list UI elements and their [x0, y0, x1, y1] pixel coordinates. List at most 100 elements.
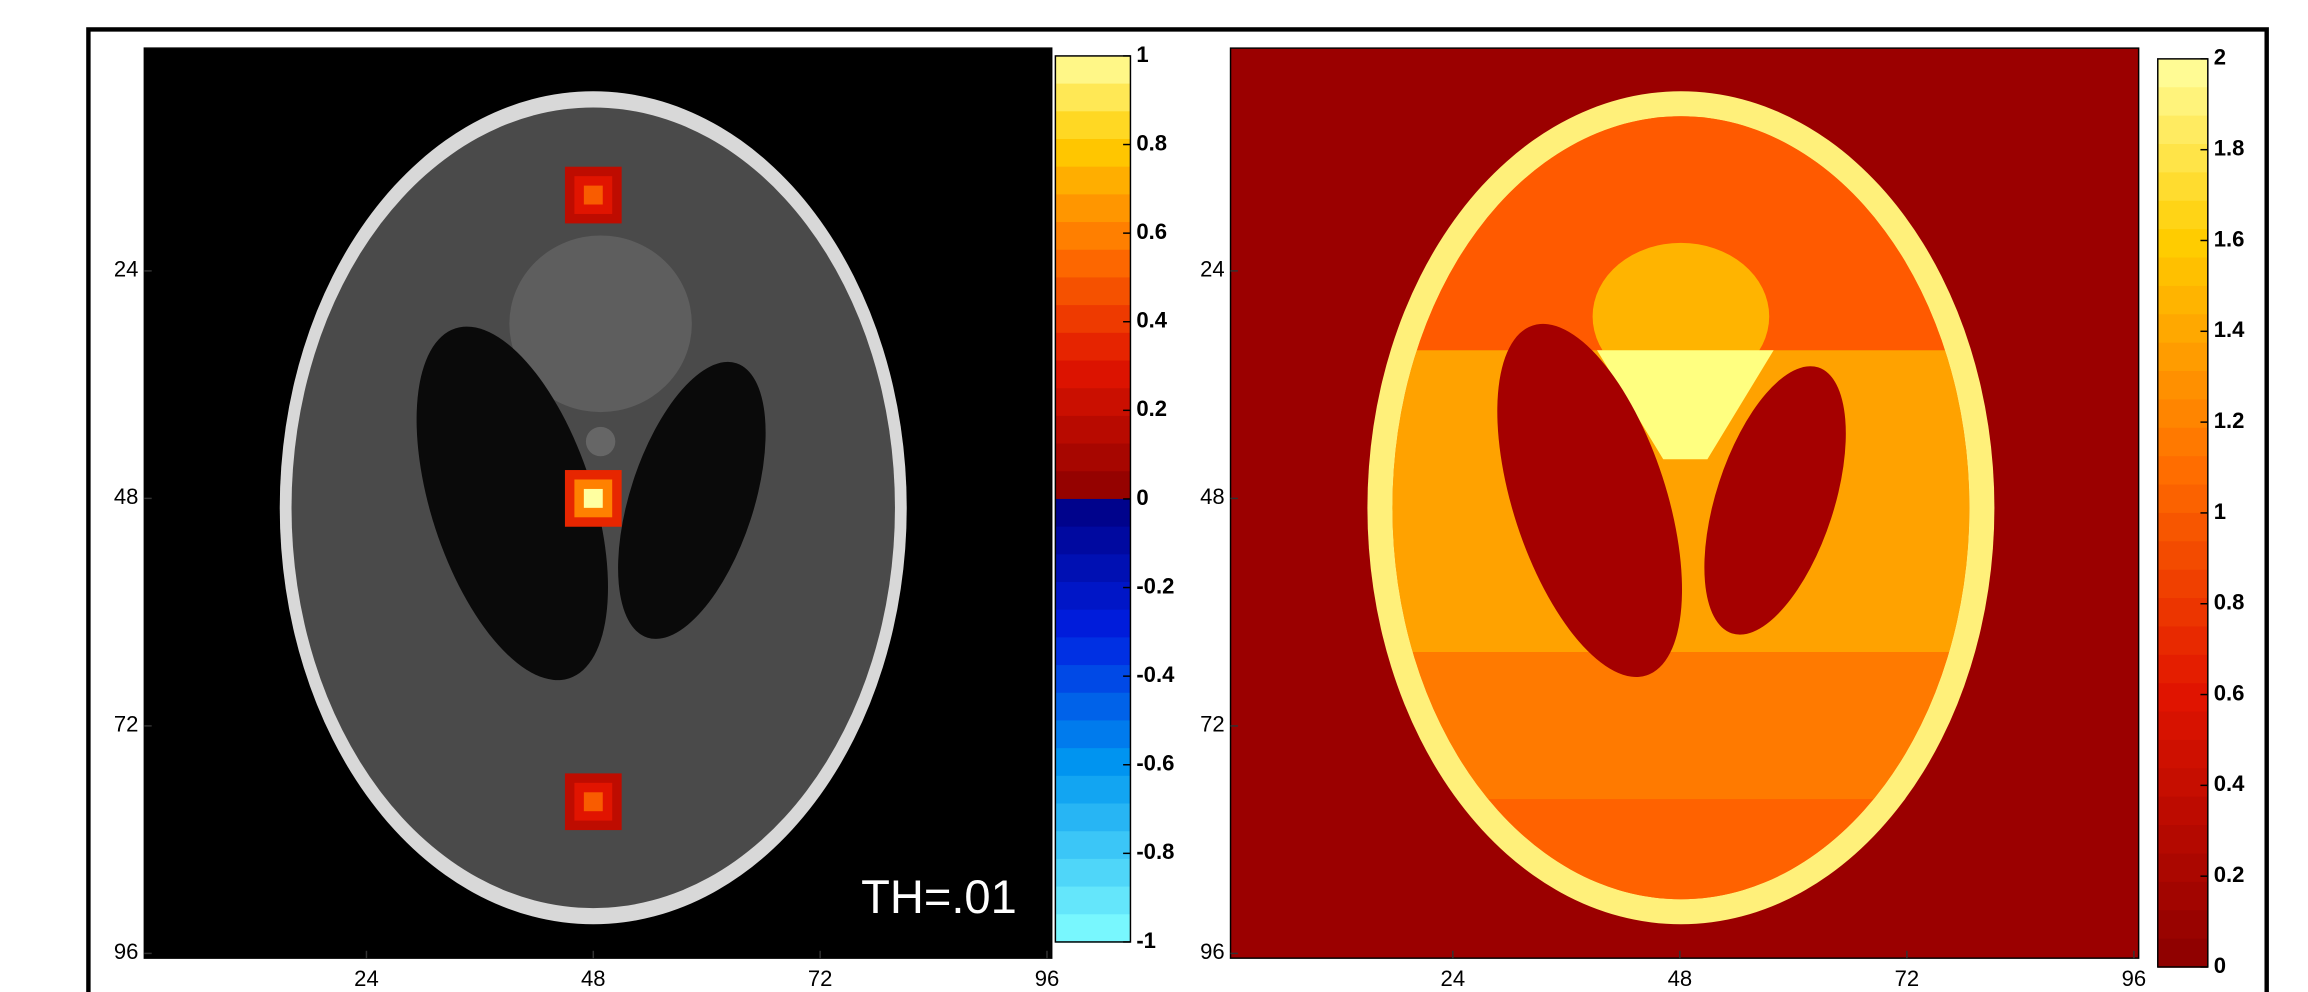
colorbar-tick-label: 0.6: [2214, 680, 2245, 705]
x-tick-label: 24: [354, 966, 379, 991]
colorbar-step: [2157, 172, 2208, 202]
colorbar-step: [1055, 803, 1131, 832]
colorbar-tick-label: 1.8: [2214, 136, 2245, 161]
y-tick-label: 48: [1200, 484, 1225, 509]
colorbar-step: [1055, 609, 1131, 639]
colorbar-step: [1055, 471, 1131, 500]
x-tick-label: 96: [1035, 966, 1060, 991]
colorbar-step: [2157, 484, 2208, 514]
colorbar-step: [2157, 371, 2208, 401]
colorbar-step: [1055, 637, 1131, 666]
x-tick-label: 48: [581, 966, 606, 991]
colorbar-tick-label: 2: [2214, 45, 2226, 70]
hotspot-core: [583, 488, 603, 508]
colorbar-tick-label: 0.8: [1136, 130, 1167, 155]
colorbar-step: [2157, 796, 2208, 826]
colorbar-tick-label: 0.8: [2214, 590, 2245, 615]
colorbar-step: [2157, 768, 2208, 798]
x-tick-label: 48: [1668, 966, 1693, 991]
colorbar-step: [2157, 200, 2208, 230]
x-tick-label: 96: [2122, 966, 2147, 991]
hotspot: [564, 470, 622, 527]
colorbar-tick-label: -0.2: [1136, 573, 1174, 598]
colorbar-step: [2157, 342, 2208, 372]
colorbar-step: [1055, 305, 1131, 334]
colorbar-step: [2157, 512, 2208, 543]
colorbar-step: [1055, 166, 1131, 196]
y-tick-label: 48: [114, 484, 139, 509]
colorbar-step: [2157, 598, 2208, 628]
colorbar-step: [1055, 332, 1131, 362]
colorbar-step: [2157, 739, 2208, 770]
colorbar-step: [2157, 427, 2208, 457]
frame: [86, 27, 2269, 992]
colorbar-step: [1055, 443, 1131, 472]
colorbar-step: [2157, 853, 2208, 883]
colorbar-step: [2157, 910, 2208, 940]
colorbar-tick-label: 1.4: [2214, 317, 2245, 342]
colorbar-step: [2157, 654, 2208, 684]
colorbar-step: [2157, 541, 2208, 571]
colorbar-tick-label: 1.6: [2214, 226, 2245, 251]
colorbar-step: [1055, 775, 1131, 805]
y-tick-label: 96: [114, 939, 139, 964]
colorbar-step: [1055, 111, 1131, 140]
hotspot-core: [583, 792, 603, 812]
colorbar-step: [2157, 399, 2208, 429]
colorbar: 1 0.8 0.6 0.4 0.2 0 -0.2 -0.4 -0.6 -0.8 -1: [1054, 42, 1175, 953]
colorbar-step: [2157, 683, 2208, 713]
colorbar-step: [1055, 498, 1131, 528]
colorbar-step: [1055, 194, 1131, 223]
colorbar-tick-label: 1.2: [2214, 408, 2245, 433]
colorbar-tick-label: -1: [1136, 928, 1156, 953]
annotation: TH=.01: [861, 870, 1017, 923]
axes-box: [143, 47, 1053, 959]
colorbar-step: [1055, 692, 1131, 722]
colorbar-tick-label: 0.2: [1136, 396, 1167, 421]
colorbar-step: [2157, 229, 2208, 259]
colorbar-tick-label: 1: [2214, 499, 2226, 524]
y-tick-label: 72: [1200, 712, 1225, 737]
colorbar-step: [2157, 58, 2208, 88]
colorbar-step: [2157, 456, 2208, 486]
x-tick-label: 72: [1895, 966, 1920, 991]
x-tick-label: 72: [808, 966, 833, 991]
colorbar-step: [2157, 825, 2208, 855]
colorbar-step: [2157, 626, 2208, 656]
colorbar-tick-label: 0: [2214, 953, 2226, 978]
colorbar-tick-label: 0.4: [2214, 771, 2245, 796]
colorbar-tick-label: -0.4: [1136, 662, 1175, 687]
colorbar-step: [2157, 938, 2208, 968]
colorbar: 2 1.8 1.6 1.4 1.2 1 0.8 0.6 0.4 0.2 0: [2157, 45, 2245, 978]
colorbar-tick-label: 1: [1136, 42, 1148, 67]
axes-box: [1229, 47, 2140, 959]
colorbar-step: [2157, 314, 2208, 344]
x-tick-label: 24: [1441, 966, 1466, 991]
phantom-right: [1230, 48, 2139, 959]
colorbar-step: [1055, 720, 1131, 749]
colorbar-step: [1055, 415, 1131, 445]
colorbar-step: [2157, 285, 2208, 316]
colorbar-step: [1055, 388, 1131, 417]
colorbar-tick-label: 0: [1136, 485, 1148, 510]
colorbar-step: [1055, 748, 1131, 777]
colorbar-step: [1055, 914, 1131, 943]
y-tick-label: 24: [1200, 257, 1225, 282]
colorbar-step: [1055, 886, 1131, 916]
colorbar-tick-label: 0.2: [2214, 862, 2245, 887]
colorbar-step: [2157, 144, 2208, 174]
colorbar-step: [2157, 257, 2208, 287]
colorbar-tick-label: -0.6: [1136, 751, 1174, 776]
colorbar-step: [2157, 87, 2208, 117]
colorbar-step: [2157, 881, 2208, 911]
colorbar-step: [1055, 249, 1131, 279]
colorbar-tick-label: 0.6: [1136, 219, 1167, 244]
colorbar-step: [1055, 526, 1131, 556]
colorbar-step: [1055, 858, 1131, 888]
hotspot: [564, 773, 622, 831]
colorbar-step: [1055, 582, 1131, 611]
colorbar-step: [1055, 831, 1131, 860]
hotspot: [564, 166, 622, 224]
